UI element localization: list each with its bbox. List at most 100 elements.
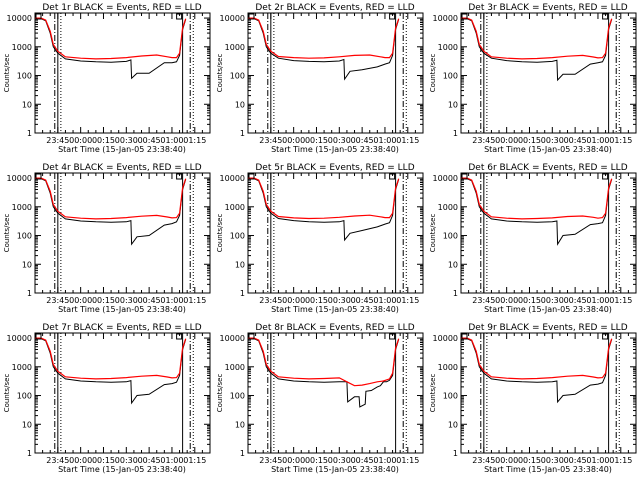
x-axis-label: Start Time (15-Jan-05 23:38:40): [271, 465, 399, 474]
corner-box-left: [35, 13, 42, 20]
corner-box-right: [389, 13, 396, 20]
plot-title: Det 7r BLACK = Events, RED = LLD: [42, 323, 201, 333]
y-tick-label: 1000: [438, 43, 458, 52]
y-axis-label: Counts/sec: [3, 214, 11, 253]
x-tick-label: 00:00: [282, 296, 305, 305]
y-axis-label: Counts/sec: [216, 54, 224, 93]
y-tick-label: 100: [443, 72, 458, 81]
y-tick-label: 10: [448, 420, 458, 429]
y-tick-label: 100: [443, 392, 458, 401]
x-tick-label: 00:30: [328, 136, 351, 145]
corner-box-left: [461, 173, 468, 180]
plot-title: Det 5r BLACK = Events, RED = LLD: [255, 163, 414, 173]
x-tick-label: 01:00: [373, 456, 396, 465]
x-tick-label: 01:00: [373, 296, 396, 305]
x-axis-label: Start Time (15-Jan-05 23:38:40): [484, 465, 612, 474]
x-tick-label: 00:00: [69, 456, 92, 465]
x-tick-label: 23:45: [46, 296, 69, 305]
y-tick-label: 10000: [7, 334, 32, 343]
x-tick-label: 00:30: [328, 456, 351, 465]
x-tick-label: 00:15: [305, 136, 328, 145]
x-axis-label: Start Time (15-Jan-05 23:38:40): [58, 305, 186, 314]
corner-box-right: [176, 173, 183, 180]
x-tick-label: 00:30: [115, 136, 138, 145]
x-tick-label: 01:15: [396, 296, 419, 305]
x-tick-label: 23:45: [259, 456, 282, 465]
x-tick-label: 01:15: [609, 456, 632, 465]
x-axis-label: Start Time (15-Jan-05 23:38:40): [58, 145, 186, 154]
series-lld-line: [248, 337, 400, 387]
x-tick-label: 00:15: [518, 296, 541, 305]
plot-frame: [247, 172, 424, 294]
x-tick-label: 00:00: [282, 456, 305, 465]
x-tick-label: 00:15: [92, 456, 115, 465]
x-tick-label: 00:30: [541, 296, 564, 305]
x-tick-label: 00:15: [92, 136, 115, 145]
corner-box-left: [248, 333, 255, 340]
series-events-line: [248, 338, 400, 408]
x-tick-label: 00:30: [115, 456, 138, 465]
corner-box-right: [176, 333, 183, 340]
x-tick-label: 01:15: [396, 456, 419, 465]
y-tick-label: 1000: [225, 203, 245, 212]
detector-panel-4: Det 4r BLACK = Events, RED = LLD 1 10 100 10…: [3, 163, 211, 314]
x-tick-label: 01:00: [160, 456, 183, 465]
x-tick-label: 00:45: [351, 136, 374, 145]
y-tick-label: 1000: [438, 203, 458, 212]
y-tick-label: 1: [453, 129, 458, 138]
x-tick-label: 23:45: [472, 136, 495, 145]
x-tick-label: 01:15: [183, 136, 206, 145]
plot-frame: [247, 12, 424, 134]
corner-box-right: [389, 173, 396, 180]
corner-box-left: [35, 173, 42, 180]
x-tick-label: 00:15: [305, 296, 328, 305]
y-tick-label: 1: [240, 129, 245, 138]
x-tick-label: 23:45: [259, 296, 282, 305]
y-tick-label: 10000: [220, 174, 245, 183]
y-tick-label: 1000: [12, 203, 32, 212]
corner-box-left: [35, 333, 42, 340]
y-tick-label: 10: [22, 420, 32, 429]
y-tick-label: 1000: [438, 363, 458, 372]
y-axis-label: Counts/sec: [429, 214, 437, 253]
detector-panel-9: Det 9r BLACK = Events, RED = LLD 1 10 100 10…: [429, 323, 637, 474]
y-tick-label: 10000: [7, 174, 32, 183]
corner-box-right: [602, 13, 609, 20]
x-tick-label: 01:15: [609, 296, 632, 305]
plot-frame: [460, 12, 637, 134]
plot-frame: [247, 332, 424, 454]
corner-box-right: [389, 333, 396, 340]
x-tick-label: 23:45: [46, 456, 69, 465]
y-tick-label: 10000: [433, 174, 458, 183]
y-tick-label: 10: [448, 100, 458, 109]
plot-title: Det 1r BLACK = Events, RED = LLD: [42, 3, 201, 13]
series-lld-line: [248, 177, 400, 220]
detector-panel-8: Det 8r BLACK = Events, RED = LLD 1 10 100 10…: [216, 323, 424, 474]
x-tick-label: 01:00: [373, 136, 396, 145]
y-axis-label: Counts/sec: [3, 54, 11, 93]
x-axis-label: Start Time (15-Jan-05 23:38:40): [484, 145, 612, 154]
x-tick-label: 01:15: [609, 136, 632, 145]
series-lld-line: [248, 17, 400, 59]
y-axis-label: Counts/sec: [429, 374, 437, 413]
corner-box-left: [461, 13, 468, 20]
y-tick-label: 100: [17, 72, 32, 81]
y-axis-label: Counts/sec: [429, 54, 437, 93]
y-tick-label: 10000: [220, 334, 245, 343]
plot-frame: [34, 172, 211, 294]
y-tick-label: 10: [22, 100, 32, 109]
plot-title: Det 9r BLACK = Events, RED = LLD: [468, 323, 627, 333]
x-tick-label: 23:45: [46, 136, 69, 145]
x-tick-label: 23:45: [472, 456, 495, 465]
x-tick-label: 00:30: [328, 296, 351, 305]
detector-panel-3: Det 3r BLACK = Events, RED = LLD 1 10 100 10…: [429, 3, 637, 154]
y-tick-label: 1000: [12, 43, 32, 52]
y-tick-label: 10000: [220, 14, 245, 23]
y-tick-label: 10: [22, 260, 32, 269]
plot-title: Det 3r BLACK = Events, RED = LLD: [468, 3, 627, 13]
x-tick-label: 01:00: [160, 296, 183, 305]
y-tick-label: 10: [235, 100, 245, 109]
x-tick-label: 23:45: [259, 136, 282, 145]
detector-panel-6: Det 6r BLACK = Events, RED = LLD 1 10 100 10…: [429, 163, 637, 314]
y-tick-label: 100: [230, 72, 245, 81]
